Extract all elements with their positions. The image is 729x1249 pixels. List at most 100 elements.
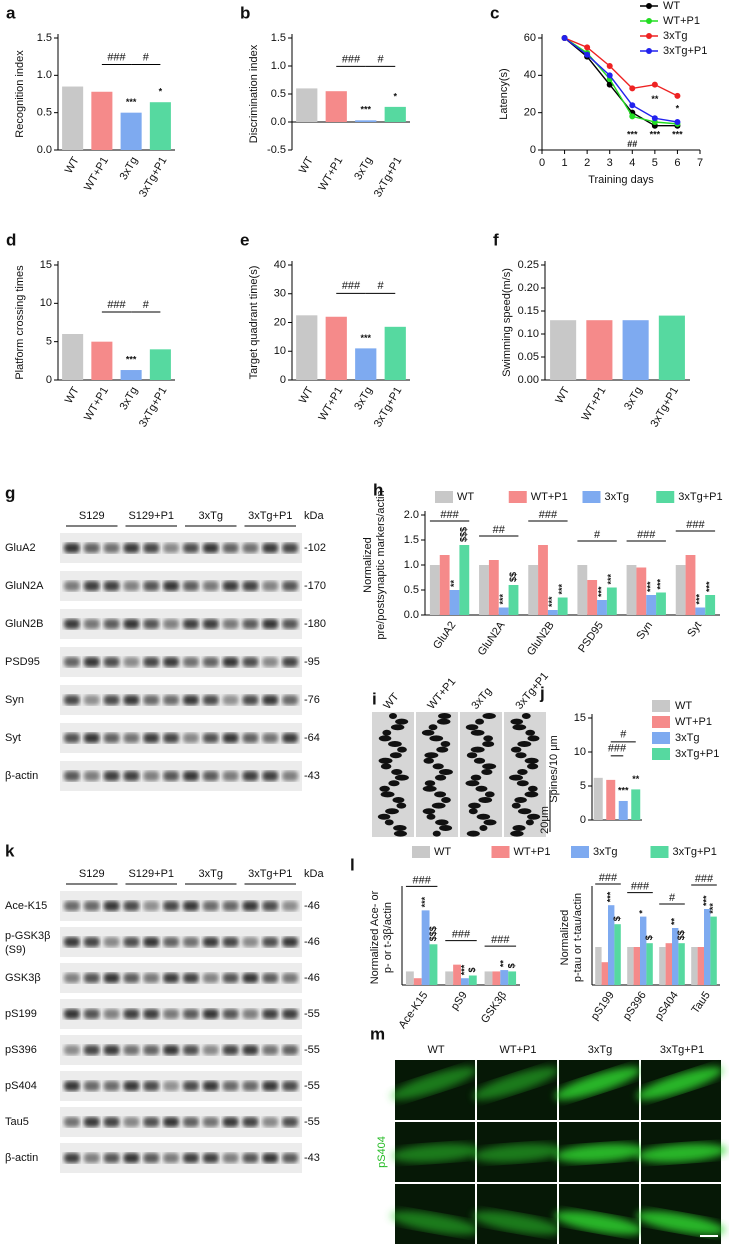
x-tick-label: pS396: [621, 990, 649, 1023]
blot-size: -95: [304, 656, 320, 668]
bar: [453, 964, 461, 985]
bar: [459, 545, 470, 615]
legend-swatch: [652, 700, 670, 712]
blot-band: [222, 1081, 239, 1091]
x-tick-label: WT+P1: [580, 385, 609, 423]
blot-band: [123, 1117, 140, 1127]
significance: ***: [498, 593, 508, 604]
y-tick-label: 0: [580, 814, 586, 826]
blot-protein: GluN2B: [5, 618, 44, 630]
panel-label: f: [493, 230, 499, 249]
blot-band: [103, 543, 120, 553]
blot-group: S129: [79, 510, 105, 522]
x-tick-label: GluA2: [431, 620, 458, 652]
blot-group: S129+P1: [128, 510, 174, 522]
x-tick-label: Syn: [634, 620, 655, 642]
blot-band: [242, 657, 259, 667]
spine: [483, 819, 497, 826]
significance: ***: [547, 596, 557, 607]
blot-band: [222, 657, 239, 667]
blot-protein: p-GSK3β: [5, 930, 50, 942]
spine: [524, 757, 539, 764]
blot-band: [183, 733, 199, 743]
significance: ***: [606, 573, 616, 584]
blot-band: [123, 1081, 140, 1091]
point: [674, 119, 681, 125]
spine: [379, 785, 390, 792]
spine: [394, 774, 409, 781]
blot-band: [163, 657, 179, 667]
y-tick-label: 20: [274, 316, 286, 328]
blot-band: [282, 581, 298, 591]
blot-band: [183, 1081, 199, 1091]
blot-band: [183, 1117, 199, 1127]
blot-band: [242, 1081, 259, 1091]
fluorescence: [390, 1211, 480, 1235]
blot-band: [222, 1117, 239, 1127]
significance: **: [449, 579, 459, 587]
blot-band: [183, 937, 199, 947]
group-label: ###: [695, 873, 714, 885]
blot-band: [143, 619, 160, 629]
blot-band: [282, 657, 298, 667]
spine: [527, 763, 539, 770]
panel-label: j: [539, 683, 545, 702]
significance: ***: [646, 581, 656, 592]
significance: $: [644, 935, 654, 940]
x-tick-label: 5: [652, 157, 658, 169]
blot-band: [83, 543, 100, 553]
blot-band: [222, 695, 239, 705]
bar: [608, 905, 615, 985]
blot-size: -170: [304, 580, 326, 592]
blot-group: S129+P1: [128, 868, 174, 880]
x-tick-label: 3xTg: [622, 385, 645, 412]
blot-band: [222, 1153, 239, 1163]
blot-band: [64, 1153, 80, 1163]
spine: [434, 774, 447, 781]
blot-band: [163, 543, 179, 553]
spine: [465, 780, 480, 787]
spine: [397, 746, 407, 753]
blot-strip: [60, 927, 302, 957]
micrograph-label: 3xTg+P1: [660, 1044, 704, 1056]
spine: [511, 802, 521, 809]
bar: [429, 565, 440, 615]
blot-protein: β-actin: [5, 770, 38, 782]
blot-band: [242, 543, 259, 553]
scale-label: 20μm: [539, 806, 551, 834]
spine: [517, 741, 532, 747]
y-tick-label: 0.0: [37, 144, 52, 156]
x-axis-label: Training days: [588, 174, 654, 186]
y-tick-label: 0.5: [37, 107, 52, 119]
legend-swatch: [652, 732, 670, 744]
legend-label: 3xTg+P1: [675, 748, 719, 760]
bar: [618, 800, 628, 820]
blot-band: [202, 973, 219, 983]
bar: [665, 943, 672, 985]
legend-label: 3xTg: [593, 846, 617, 858]
bar: [626, 565, 637, 615]
blot-band: [123, 973, 140, 983]
bar: [508, 585, 519, 615]
blot-band: [123, 771, 140, 781]
blot-band: [242, 619, 259, 629]
spine: [393, 830, 407, 837]
bar: [149, 102, 171, 150]
x-tick-label: 0: [539, 157, 545, 169]
blot-band: [123, 695, 140, 705]
micrograph-label: WT: [381, 691, 401, 712]
blot-strip: [60, 963, 302, 993]
blot-band: [222, 733, 239, 743]
blot-protein: pS199: [5, 1008, 37, 1020]
blot-band: [262, 937, 279, 947]
spine: [391, 769, 403, 775]
x-tick-label: Syt: [685, 620, 704, 640]
significance: ***: [708, 903, 718, 914]
legend-swatch: [412, 846, 430, 858]
blot-band: [202, 1009, 219, 1019]
blot-band: [282, 1045, 298, 1055]
spine: [422, 808, 436, 815]
blot-band: [103, 1117, 120, 1127]
fluorescence: [391, 1143, 481, 1163]
